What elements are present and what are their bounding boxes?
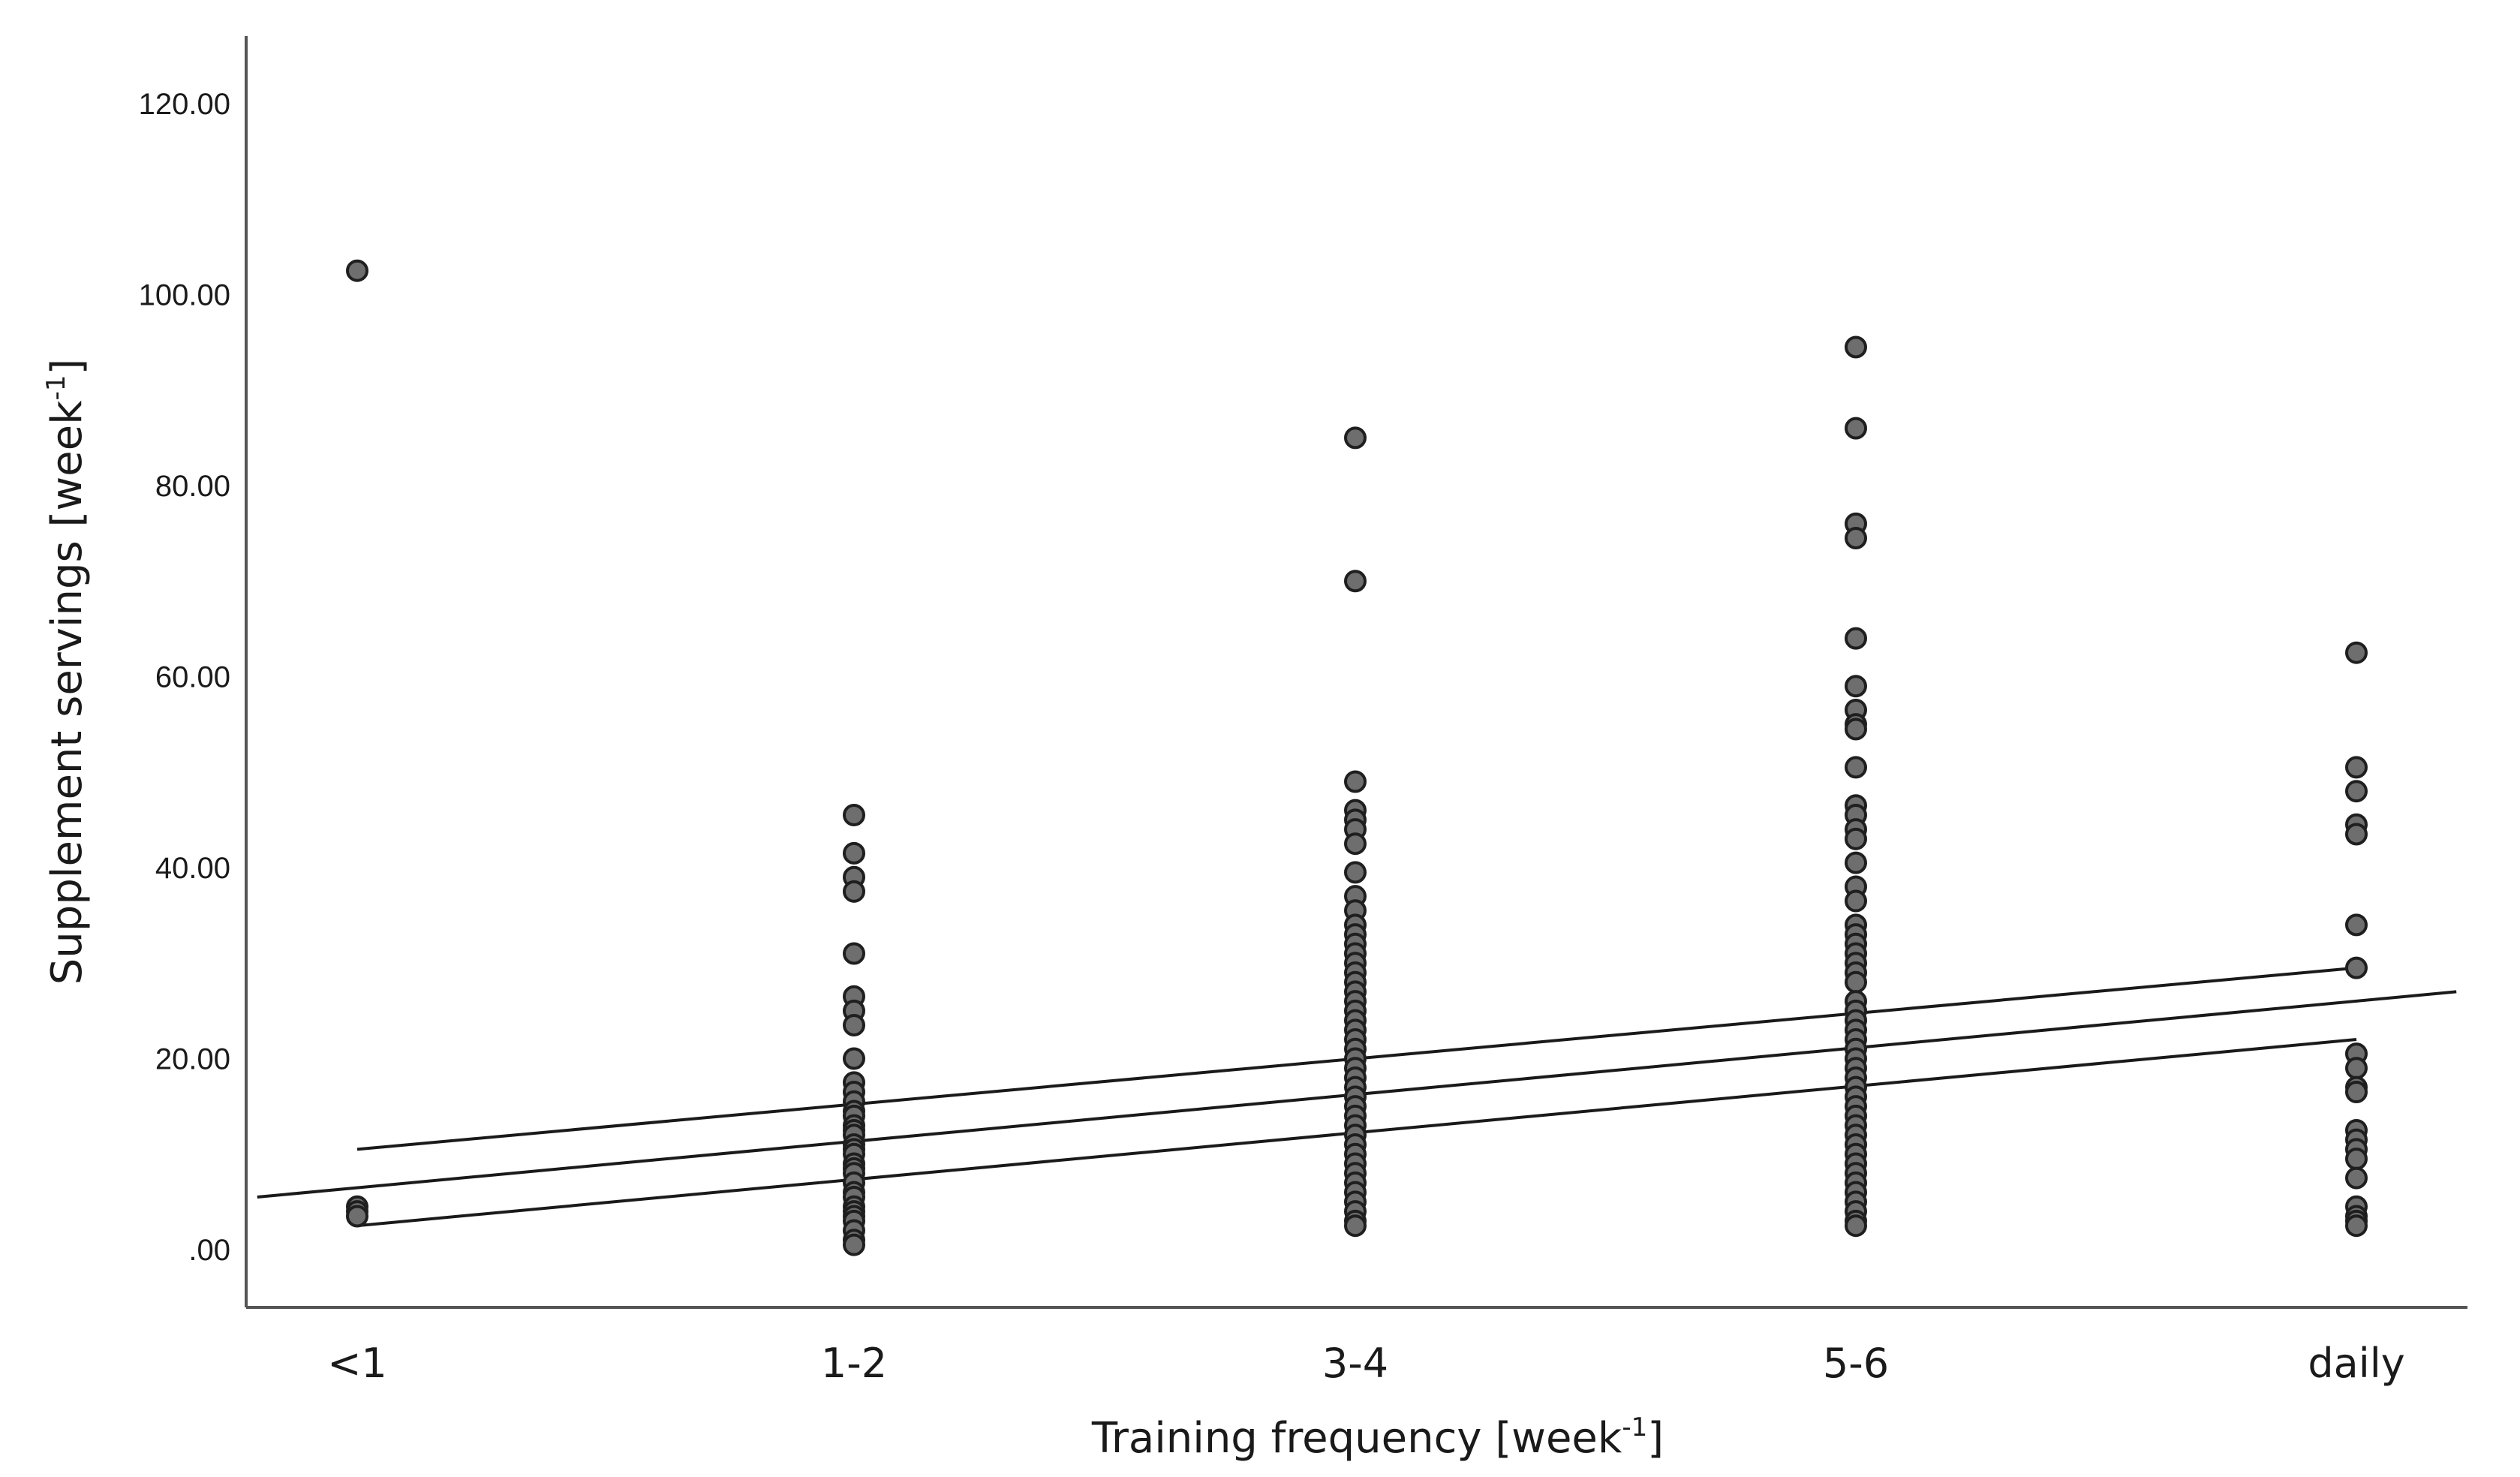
data-point	[1344, 770, 1367, 793]
data-point	[1845, 970, 1867, 994]
data-point	[2345, 823, 2368, 846]
y-tick-label: .00	[188, 1234, 230, 1267]
data-point	[2345, 756, 2368, 779]
data-point	[1845, 335, 1867, 359]
data-point	[2345, 1057, 2368, 1080]
data-point	[346, 259, 368, 282]
x-category-labels: <1 1-2 3-4 5-6 daily	[327, 1340, 2404, 1387]
data-point	[843, 1047, 865, 1070]
y-tick-label: 40.00	[155, 852, 230, 885]
data-point	[2345, 1214, 2368, 1238]
data-point	[843, 942, 865, 965]
data-point	[843, 880, 865, 903]
data-point	[1845, 756, 1867, 779]
data-point	[1344, 861, 1367, 884]
data-point	[2345, 956, 2368, 979]
data-point	[1845, 417, 1867, 440]
x-axis-title: Training frequency [week-1]	[1091, 1412, 1664, 1463]
y-tick-label: 20.00	[155, 1043, 230, 1076]
data-point	[843, 1013, 865, 1036]
data-point	[1344, 570, 1367, 593]
data-point	[1845, 675, 1867, 698]
data-point	[1845, 627, 1867, 650]
data-point	[2345, 1148, 2368, 1171]
data-point	[843, 1233, 865, 1256]
data-point	[1845, 827, 1867, 850]
x-category-label: 3-4	[1322, 1340, 1388, 1387]
y-tick-label: 120.00	[139, 88, 230, 121]
data-point	[2345, 641, 2368, 664]
x-axis-title-end: ]	[1647, 1414, 1664, 1463]
y-tick-label: 80.00	[155, 470, 230, 503]
y-tick-label: 60.00	[155, 661, 230, 694]
data-point	[843, 804, 865, 827]
x-axis-title-main: Training frequency [week	[1091, 1414, 1622, 1463]
data-point	[1845, 889, 1867, 913]
y-axis-title-sup: -1	[41, 375, 71, 401]
x-category-label: daily	[2308, 1340, 2404, 1387]
data-point	[1845, 526, 1867, 549]
data-point	[2345, 1166, 2368, 1190]
data-point	[2345, 780, 2368, 803]
x-category-label: 5-6	[1823, 1340, 1889, 1387]
y-tick-label: 100.00	[139, 279, 230, 312]
data-point	[346, 1205, 368, 1228]
data-point	[843, 841, 865, 865]
y-axis-title: Supplement servings [week-1]	[41, 359, 92, 985]
data-point	[1845, 717, 1867, 741]
data-point	[2345, 1081, 2368, 1104]
y-tick-labels: .00 20.00 40.00 60.00 80.00 100.00 120.00	[139, 88, 230, 1267]
x-category-label: 1-2	[821, 1340, 887, 1387]
data-point	[1845, 851, 1867, 874]
data-point	[1344, 832, 1367, 856]
x-category-label: <1	[327, 1340, 387, 1387]
data-point	[1344, 1214, 1367, 1238]
y-axis-title-end: ]	[43, 359, 92, 375]
data-point	[2345, 913, 2368, 937]
x-axis-title-sup: -1	[1622, 1412, 1647, 1442]
data-point	[1344, 426, 1367, 450]
scatter-points	[346, 259, 2368, 1256]
data-point	[1845, 1214, 1867, 1238]
y-axis-title-main: Supplement servings [week	[43, 400, 92, 985]
